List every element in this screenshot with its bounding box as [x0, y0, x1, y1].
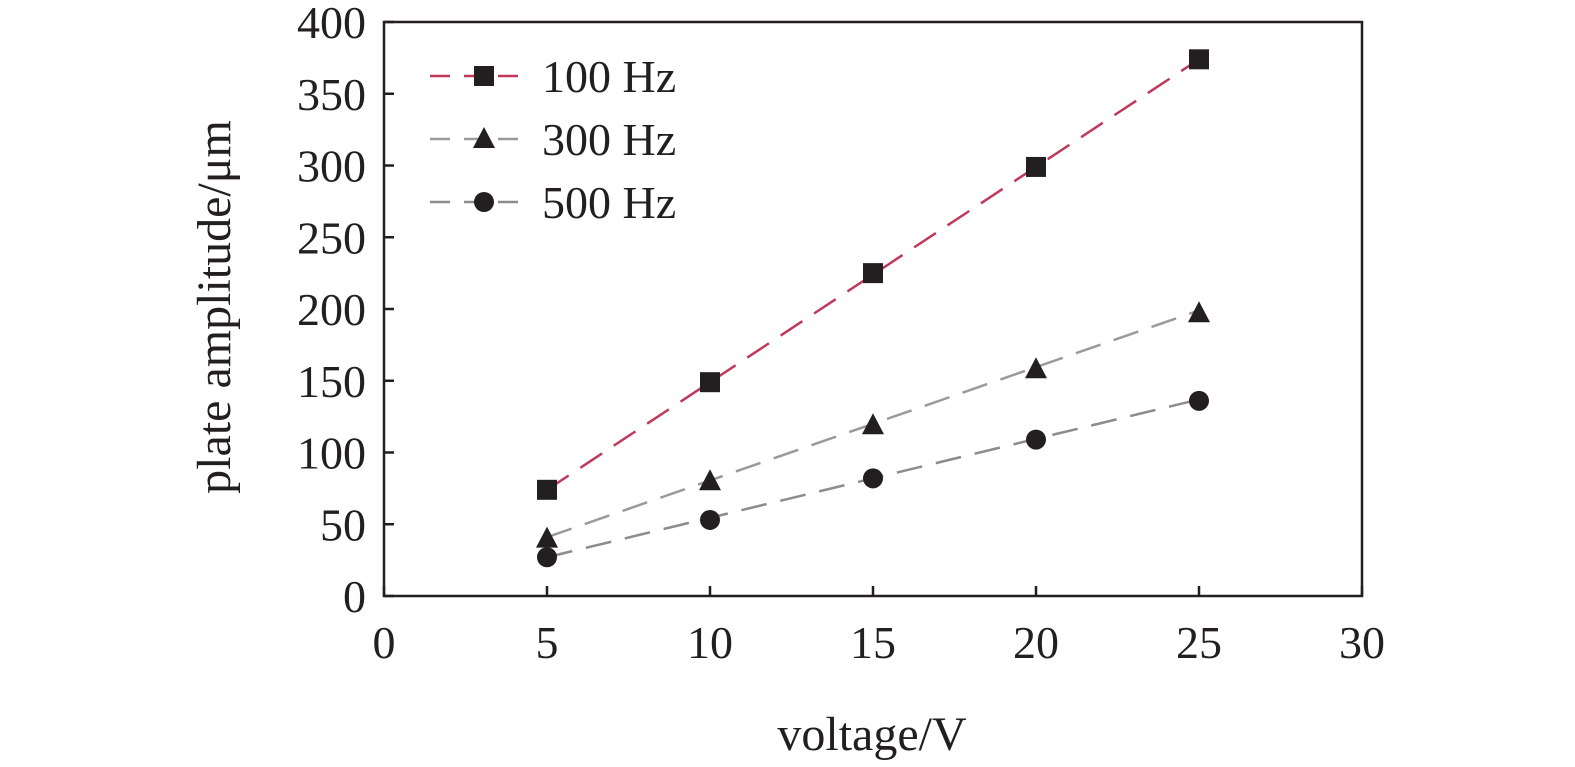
y-tick-label: 100: [297, 428, 366, 479]
legend-marker-square: [474, 66, 494, 86]
x-tick-label: 5: [536, 617, 559, 668]
data-point-square: [1189, 49, 1209, 70]
data-point-circle: [1026, 429, 1046, 450]
data-point-square: [863, 263, 883, 284]
data-point-square: [700, 372, 720, 393]
y-tick-label: 50: [320, 499, 366, 550]
y-tick-label: 150: [297, 356, 366, 407]
data-point-triangle: [699, 469, 721, 491]
x-tick-label: 25: [1176, 617, 1222, 668]
data-point-circle: [700, 509, 720, 530]
legend-label: 500 Hz: [542, 177, 676, 228]
x-axis-title: voltage/V: [777, 708, 967, 761]
y-tick-label: 200: [297, 284, 366, 335]
data-point-triangle: [1025, 357, 1047, 379]
markers-layer: [536, 49, 1210, 568]
y-axis-title: plate amplitude/μm: [188, 120, 241, 494]
y-tick-label: 400: [297, 0, 366, 48]
data-point-circle: [537, 547, 557, 568]
legend: 100 Hz 300 Hz 500 Hz: [430, 51, 676, 228]
data-point-square: [537, 479, 557, 500]
legend-marker-circle: [474, 192, 494, 212]
data-point-triangle: [862, 413, 884, 435]
plot-frame: [382, 20, 1364, 598]
y-tick-label: 350: [297, 69, 366, 120]
x-tick-label: 10: [687, 617, 733, 668]
y-tick-label: 250: [297, 212, 366, 263]
data-point-triangle: [536, 526, 558, 548]
y-tick-label: 300: [297, 141, 366, 192]
data-point-triangle: [1188, 301, 1210, 323]
data-point-circle: [1189, 390, 1209, 411]
x-tick-label: 15: [850, 617, 896, 668]
legend-marker-triangle: [473, 127, 495, 148]
x-tick-label: 20: [1013, 617, 1059, 668]
x-tick-label: 30: [1339, 617, 1385, 668]
legend-label: 300 Hz: [542, 114, 676, 165]
data-point-square: [1026, 156, 1046, 177]
fit-line-series-1: [546, 58, 1200, 491]
y-tick-label: 0: [343, 571, 366, 622]
data-point-circle: [863, 468, 883, 489]
legend-label: 100 Hz: [542, 51, 676, 102]
x-tick-label: 0: [373, 617, 396, 668]
